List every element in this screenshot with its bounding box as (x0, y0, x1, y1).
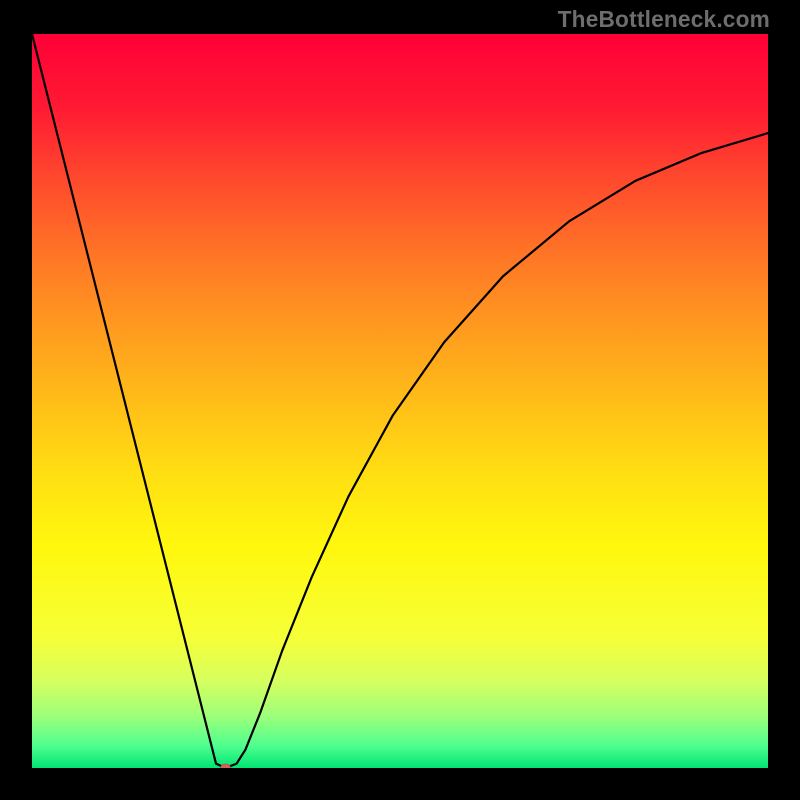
chart-container: TheBottleneck.com (0, 0, 800, 800)
bottleneck-curve (32, 34, 768, 768)
minimum-marker (221, 764, 231, 768)
plot-overlay (32, 34, 768, 768)
plot-area (32, 34, 768, 768)
watermark-text: TheBottleneck.com (558, 6, 770, 33)
